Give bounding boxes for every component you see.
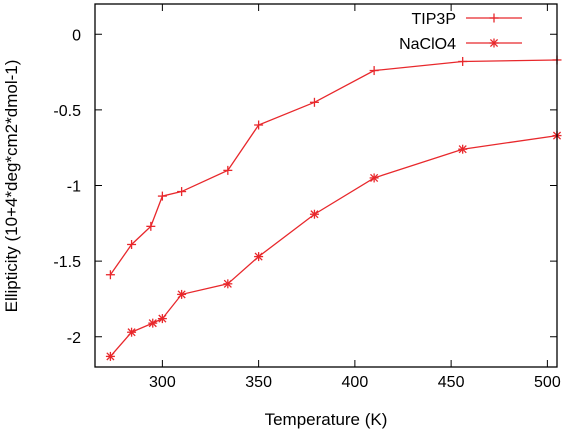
data-point: [177, 289, 187, 299]
data-point: [105, 270, 115, 280]
data-point: [146, 221, 156, 231]
data-point: [223, 165, 233, 175]
data-point: [127, 327, 137, 337]
x-tick-label: 400: [342, 374, 369, 391]
data-point: [458, 56, 468, 66]
x-tick-label: 500: [534, 374, 561, 391]
data-point: [148, 318, 158, 328]
marker-stroke: [254, 252, 263, 261]
data-point: [177, 187, 187, 197]
data-point: [458, 144, 468, 154]
x-axis-title: Temperature (K): [265, 410, 388, 429]
x-tick-label: 300: [149, 374, 176, 391]
data-point: [105, 351, 115, 361]
marker-stroke: [158, 314, 167, 323]
plot-frame: [94, 3, 558, 368]
y-tick-label: 0: [72, 27, 81, 44]
marker-stroke: [370, 173, 379, 182]
data-point: [223, 279, 233, 289]
legend-marker: [489, 38, 499, 48]
legend-marker: [489, 13, 499, 23]
y-tick-label: -2: [67, 330, 81, 347]
series-0: [105, 55, 562, 280]
legend-entry-0: TIP3P: [412, 11, 522, 28]
marker-stroke: [177, 290, 186, 299]
y-tick-label: -0.5: [53, 103, 81, 120]
marker-stroke: [106, 352, 115, 361]
y-axis-ticks: 0 -0.5 -1 -1.5 -2: [53, 27, 557, 347]
y-tick-label: -1: [67, 179, 81, 196]
data-point: [157, 191, 167, 201]
x-tick-label: 350: [245, 374, 272, 391]
data-point: [309, 97, 319, 107]
plot-series: [105, 55, 562, 361]
marker-stroke: [310, 210, 319, 219]
data-point: [254, 120, 264, 130]
marker-stroke: [223, 279, 232, 288]
data-point: [157, 314, 167, 324]
marker-stroke: [127, 328, 136, 337]
legend-entry-1: NaClO4: [399, 36, 522, 53]
data-point: [369, 173, 379, 183]
marker-stroke: [148, 319, 157, 328]
marker-stroke: [458, 145, 467, 154]
legend-label: NaClO4: [399, 36, 456, 53]
series-1: [105, 131, 562, 361]
legend: TIP3P NaClO4: [399, 11, 522, 53]
y-tick-label: -1.5: [53, 254, 81, 271]
data-point: [369, 66, 379, 76]
marker-stroke: [489, 38, 499, 48]
data-point: [127, 239, 137, 249]
data-point: [309, 209, 319, 219]
y-axis-title: Ellipticity (10+4*deg*cm2*dmol-1): [2, 60, 21, 313]
legend-label: TIP3P: [412, 11, 456, 28]
x-tick-label: 450: [438, 374, 465, 391]
data-point: [254, 252, 264, 262]
x-axis-ticks: 300 350 400 450 500: [149, 4, 561, 391]
